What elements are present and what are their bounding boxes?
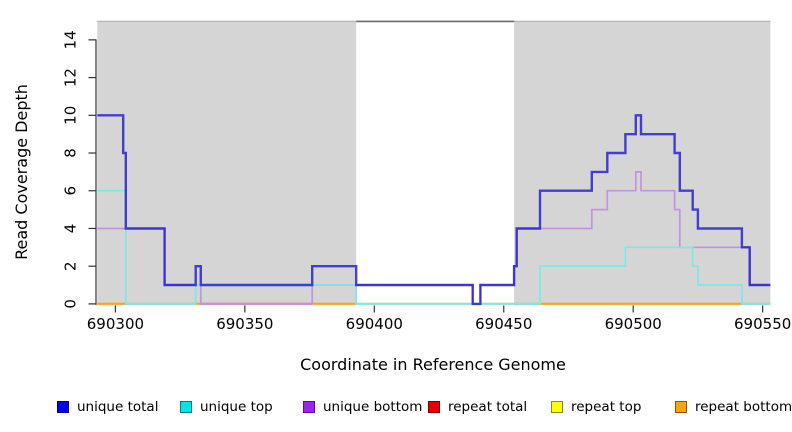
legend-item-label: repeat top xyxy=(571,399,642,415)
legend-item-unique-total: unique total xyxy=(57,399,158,415)
gray-shading-right xyxy=(514,21,771,306)
legend-item-label: unique top xyxy=(200,399,273,415)
x-tick-label: 690400 xyxy=(346,315,403,333)
legend-color-swatch xyxy=(675,401,687,413)
background-shading-layer xyxy=(96,20,771,306)
y-axis-title: Read Coverage Depth xyxy=(12,84,31,260)
x-tick-label: 690500 xyxy=(605,315,662,333)
legend-item-repeat-top: repeat top xyxy=(551,399,641,415)
y-tick-label: 12 xyxy=(62,68,80,87)
legend-item-label: repeat bottom xyxy=(695,399,792,415)
legend-item-label: unique total xyxy=(77,399,159,415)
legend-item-unique-top: unique top xyxy=(180,399,273,415)
y-tick-label: 2 xyxy=(62,261,80,271)
y-tick-label: 10 xyxy=(62,106,80,125)
gray-shading-left xyxy=(97,21,357,306)
legend-color-swatch xyxy=(303,401,315,413)
x-tick-label: 690450 xyxy=(475,315,532,333)
legend-item-label: repeat total xyxy=(448,399,528,415)
legend-color-swatch xyxy=(551,401,563,413)
y-tick-label: 4 xyxy=(62,224,80,234)
series-line-unique-top xyxy=(97,189,771,305)
legend-item-label: unique bottom xyxy=(323,399,423,415)
y-tick-label: 6 xyxy=(62,186,80,196)
axes-layer: 0 2 4 6 8 10 12 14 690300 690350 690400 690450 69050… xyxy=(62,30,792,333)
legend-item-repeat-total: repeat total xyxy=(428,399,527,415)
y-tick-label: 0 xyxy=(62,299,80,309)
legend-color-swatch xyxy=(180,401,192,413)
legend-color-swatch xyxy=(428,401,440,413)
legend: unique total unique top unique bottom repea… xyxy=(0,0,792,415)
series-lines-layer xyxy=(97,114,771,306)
series-line-unique-total xyxy=(97,114,771,306)
x-axis-title: Coordinate in Reference Genome xyxy=(300,355,566,374)
x-tick-label: 690300 xyxy=(87,315,144,333)
legend-item-repeat-bottom: repeat bottom xyxy=(675,399,792,415)
x-tick-label: 690550 xyxy=(734,315,791,333)
y-tick-label: 14 xyxy=(62,30,80,49)
legend-color-swatch xyxy=(57,401,69,413)
x-tick-label: 690350 xyxy=(216,315,273,333)
y-tick-label: 8 xyxy=(62,148,80,158)
legend-item-unique-bottom: unique bottom xyxy=(303,399,422,415)
series-line-unique-bottom xyxy=(97,171,771,305)
